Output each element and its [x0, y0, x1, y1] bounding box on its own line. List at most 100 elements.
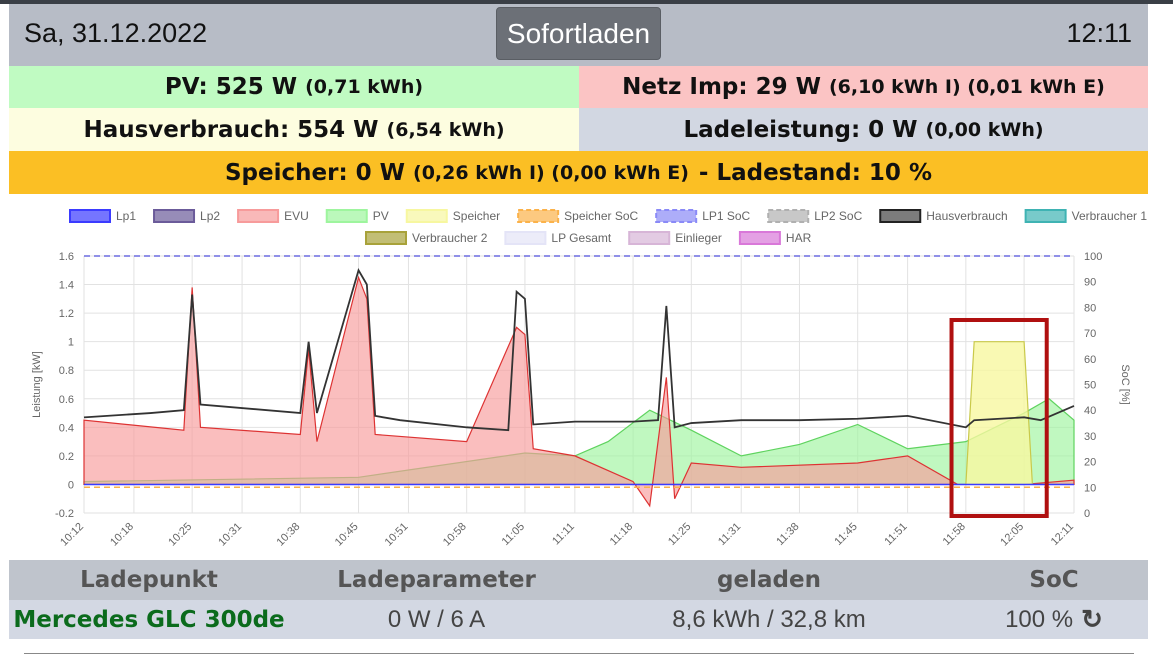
- y-tick-label: 1.2: [59, 308, 74, 320]
- series-line-hausverbrauch: [83, 268, 1075, 432]
- legend-label-pv: PV: [373, 209, 389, 223]
- x-tick-label: 10:51: [383, 521, 411, 549]
- legend-label-lp1: Lp1: [116, 209, 136, 223]
- x-tick-label: 10:45: [333, 521, 361, 549]
- charging-energy: (0,00 kWh): [925, 118, 1044, 141]
- series-area-evu: [83, 275, 1075, 508]
- legend-swatch-hausverbrauch: [879, 209, 922, 223]
- x-tick-label: 11:51: [882, 521, 909, 548]
- x-tick-label: 11:38: [774, 521, 801, 548]
- pv-value: PV: 525 W: [164, 74, 298, 100]
- y2-tick-label: 0: [1084, 508, 1090, 520]
- y-axis-label: Leistung [kW]: [31, 351, 43, 418]
- grid-summary: Netz Imp: 29 W (6,10 kWh I) (0,01 kWh E): [579, 66, 1148, 108]
- house-energy: (6,54 kWh): [386, 118, 505, 141]
- legend-swatch-lp2: [153, 209, 196, 223]
- x-tick-label: 11:31: [716, 521, 743, 548]
- legend-label-einlieger: Einlieger: [675, 231, 722, 245]
- series-area-speicher: [965, 341, 1074, 486]
- pv-summary: PV: 525 W (0,71 kWh): [9, 66, 579, 108]
- legend-label-evu: EVU: [284, 209, 309, 223]
- y2-tick-label: 30: [1084, 431, 1096, 443]
- x-tick-label: 11:25: [666, 521, 693, 548]
- x-tick-label: 10:25: [166, 521, 194, 549]
- x-tick-label: 11:58: [941, 521, 968, 548]
- storage-energy: (0,26 kWh I) (0,00 kWh E): [413, 161, 689, 184]
- header-date: Sa, 31.12.2022: [24, 18, 208, 48]
- legend-swatch-verbraucher-1: [1024, 209, 1067, 223]
- y2-axis-label: SoC [%]: [1119, 364, 1131, 404]
- y2-tick-label: 50: [1084, 380, 1096, 392]
- col-ladeparameter: Ladeparameter: [337, 567, 536, 593]
- house-value: Hausverbrauch: 554 W: [83, 116, 379, 143]
- y2-tick-label: 90: [1084, 277, 1096, 289]
- y2-tick-label: 10: [1084, 482, 1096, 494]
- y-tick-label: 0.4: [59, 422, 74, 434]
- highlight-box: [949, 318, 1049, 518]
- col-ladepunkt: Ladepunkt: [80, 567, 218, 593]
- legend-swatch-lp-gesamt: [504, 231, 547, 245]
- legend-label-lp1-soc: LP1 SoC: [702, 209, 750, 223]
- legend-label-hausverbrauch: Hausverbrauch: [926, 209, 1007, 223]
- charging-power-summary: Ladeleistung: 0 W (0,00 kWh): [579, 108, 1148, 151]
- y-tick-label: 0.6: [59, 394, 74, 406]
- x-tick-label: 10:18: [108, 521, 136, 549]
- y2-tick-label: 70: [1084, 328, 1096, 340]
- legend-swatch-speicher-soc: [517, 209, 560, 223]
- house-consumption-summary: Hausverbrauch: 554 W (6,54 kWh): [9, 108, 579, 151]
- x-tick-label: 11:05: [500, 521, 527, 548]
- x-tick-label: 12:05: [998, 521, 1026, 549]
- col-geladen: geladen: [717, 567, 821, 593]
- y-tick-label: 1.6: [59, 251, 74, 263]
- header-bar: Sa, 31.12.2022 Sofortladen 12:11: [9, 4, 1148, 66]
- y-tick-label: 1: [68, 337, 74, 349]
- legend-swatch-einlieger: [628, 231, 671, 245]
- x-tick-label: 10:31: [216, 521, 244, 549]
- charge-mode-button[interactable]: Sofortladen: [496, 7, 661, 60]
- legend-swatch-har: [738, 231, 781, 245]
- charge-parameters: 0 W / 6 A: [387, 605, 486, 633]
- header-time: 12:11: [1066, 18, 1132, 48]
- y2-tick-label: 100: [1084, 251, 1102, 263]
- legend-swatch-evu: [237, 209, 280, 223]
- x-tick-label: 10:12: [58, 521, 86, 549]
- legend-swatch-lp1-soc: [655, 209, 698, 223]
- legend-label-verbraucher-2: Verbraucher 2: [412, 231, 488, 245]
- refresh-icon[interactable]: ↻: [1081, 604, 1103, 634]
- y2-tick-label: 20: [1084, 457, 1096, 469]
- divider: [24, 653, 1134, 654]
- y2-tick-label: 80: [1084, 302, 1096, 314]
- table-row: Mercedes GLC 300de 0 W / 6 A 8,6 kWh / 3…: [9, 600, 1148, 639]
- legend-label-lp2-soc: LP2 SoC: [814, 209, 862, 223]
- storage-value: Speicher: 0 W: [224, 159, 406, 186]
- legend-swatch-verbraucher-2: [365, 231, 407, 245]
- power-chart[interactable]: Lp1 Lp2 EVU PV Speicher Speicher SoC LP1 SoC LP…: [0, 196, 1173, 554]
- y-tick-label: -0.2: [55, 508, 74, 520]
- charging-value: Ladeleistung: 0 W: [683, 116, 918, 143]
- charged-energy: 8,6 kWh / 32,8 km: [672, 605, 866, 633]
- x-tick-label: 10:38: [274, 521, 302, 549]
- grid-value: Netz Imp: 29 W: [622, 74, 821, 100]
- legend-label-har: HAR: [786, 231, 812, 245]
- grid-energy: (6,10 kWh I) (0,01 kWh E): [828, 76, 1105, 98]
- legend-label-lp2: Lp2: [200, 209, 220, 223]
- y-tick-label: 1.4: [59, 280, 74, 292]
- y2-tick-label: 60: [1084, 354, 1096, 366]
- legend-swatch-pv: [325, 209, 368, 223]
- x-tick-label: 11:11: [550, 521, 577, 548]
- storage-soc: - Ladestand: 10 %: [698, 159, 932, 186]
- legend-label-speicher-soc: Speicher SoC: [564, 209, 638, 223]
- legend-label-speicher: Speicher: [453, 209, 500, 223]
- legend-swatch-lp2-soc: [767, 209, 810, 223]
- legend-swatch-speicher: [405, 209, 448, 223]
- x-tick-label: 11:18: [608, 521, 635, 548]
- x-tick-label: 11:45: [832, 521, 859, 548]
- pv-energy: (0,71 kWh): [305, 76, 424, 98]
- legend-label-lp-gesamt: LP Gesamt: [551, 231, 611, 245]
- y-tick-label: 0: [68, 479, 74, 491]
- y-tick-label: 0.8: [59, 365, 74, 377]
- storage-summary: Speicher: 0 W (0,26 kWh I) (0,00 kWh E) …: [9, 151, 1148, 194]
- col-soc: SoC: [1029, 567, 1079, 593]
- vehicle-name[interactable]: Mercedes GLC 300de: [13, 606, 285, 633]
- y2-tick-label: 40: [1084, 405, 1096, 417]
